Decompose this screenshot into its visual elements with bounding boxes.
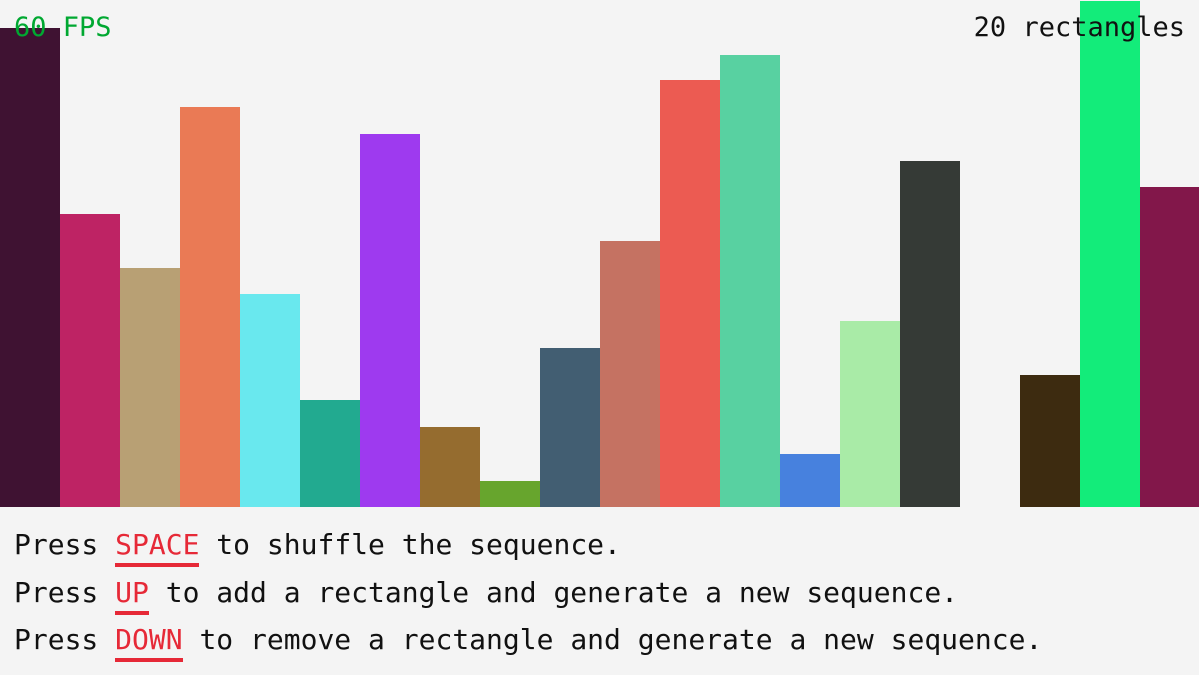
instruction-text: Press xyxy=(14,623,116,656)
instruction-remove: Press DOWN to remove a rectangle and gen… xyxy=(14,623,1043,662)
bar-14 xyxy=(780,454,840,507)
instruction-add: Press UP to add a rectangle and generate… xyxy=(14,576,959,615)
bar-16 xyxy=(900,161,960,507)
fps-counter: 60 FPS xyxy=(14,12,112,43)
bar-20 xyxy=(1140,187,1199,507)
bar-13 xyxy=(720,55,780,507)
key-space: SPACE xyxy=(115,528,200,567)
instruction-shuffle: Press SPACE to shuffle the sequence. xyxy=(14,528,621,567)
bar-18 xyxy=(1020,375,1080,507)
bar-chart xyxy=(0,1,1199,507)
instruction-text: Press xyxy=(14,528,116,561)
bar-6 xyxy=(300,400,360,507)
bar-2 xyxy=(60,214,120,507)
rectangle-count: 20 rectangles xyxy=(973,12,1185,43)
instruction-text: to remove a rectangle and generate a new… xyxy=(182,623,1043,656)
instruction-text: to shuffle the sequence. xyxy=(199,528,621,561)
bar-12 xyxy=(660,80,720,507)
key-up: UP xyxy=(115,576,149,615)
instruction-text: to add a rectangle and generate a new se… xyxy=(148,576,959,609)
bar-7 xyxy=(360,134,420,507)
instruction-text: Press xyxy=(14,576,116,609)
bar-10 xyxy=(540,348,600,507)
bar-8 xyxy=(420,427,480,507)
bar-1 xyxy=(0,28,60,507)
bar-4 xyxy=(180,107,240,507)
bar-9 xyxy=(480,481,540,507)
bar-19 xyxy=(1080,1,1140,507)
bar-3 xyxy=(120,268,180,507)
bar-15 xyxy=(840,321,900,507)
bar-11 xyxy=(600,241,660,507)
key-down: DOWN xyxy=(115,623,183,662)
bar-5 xyxy=(240,294,300,507)
